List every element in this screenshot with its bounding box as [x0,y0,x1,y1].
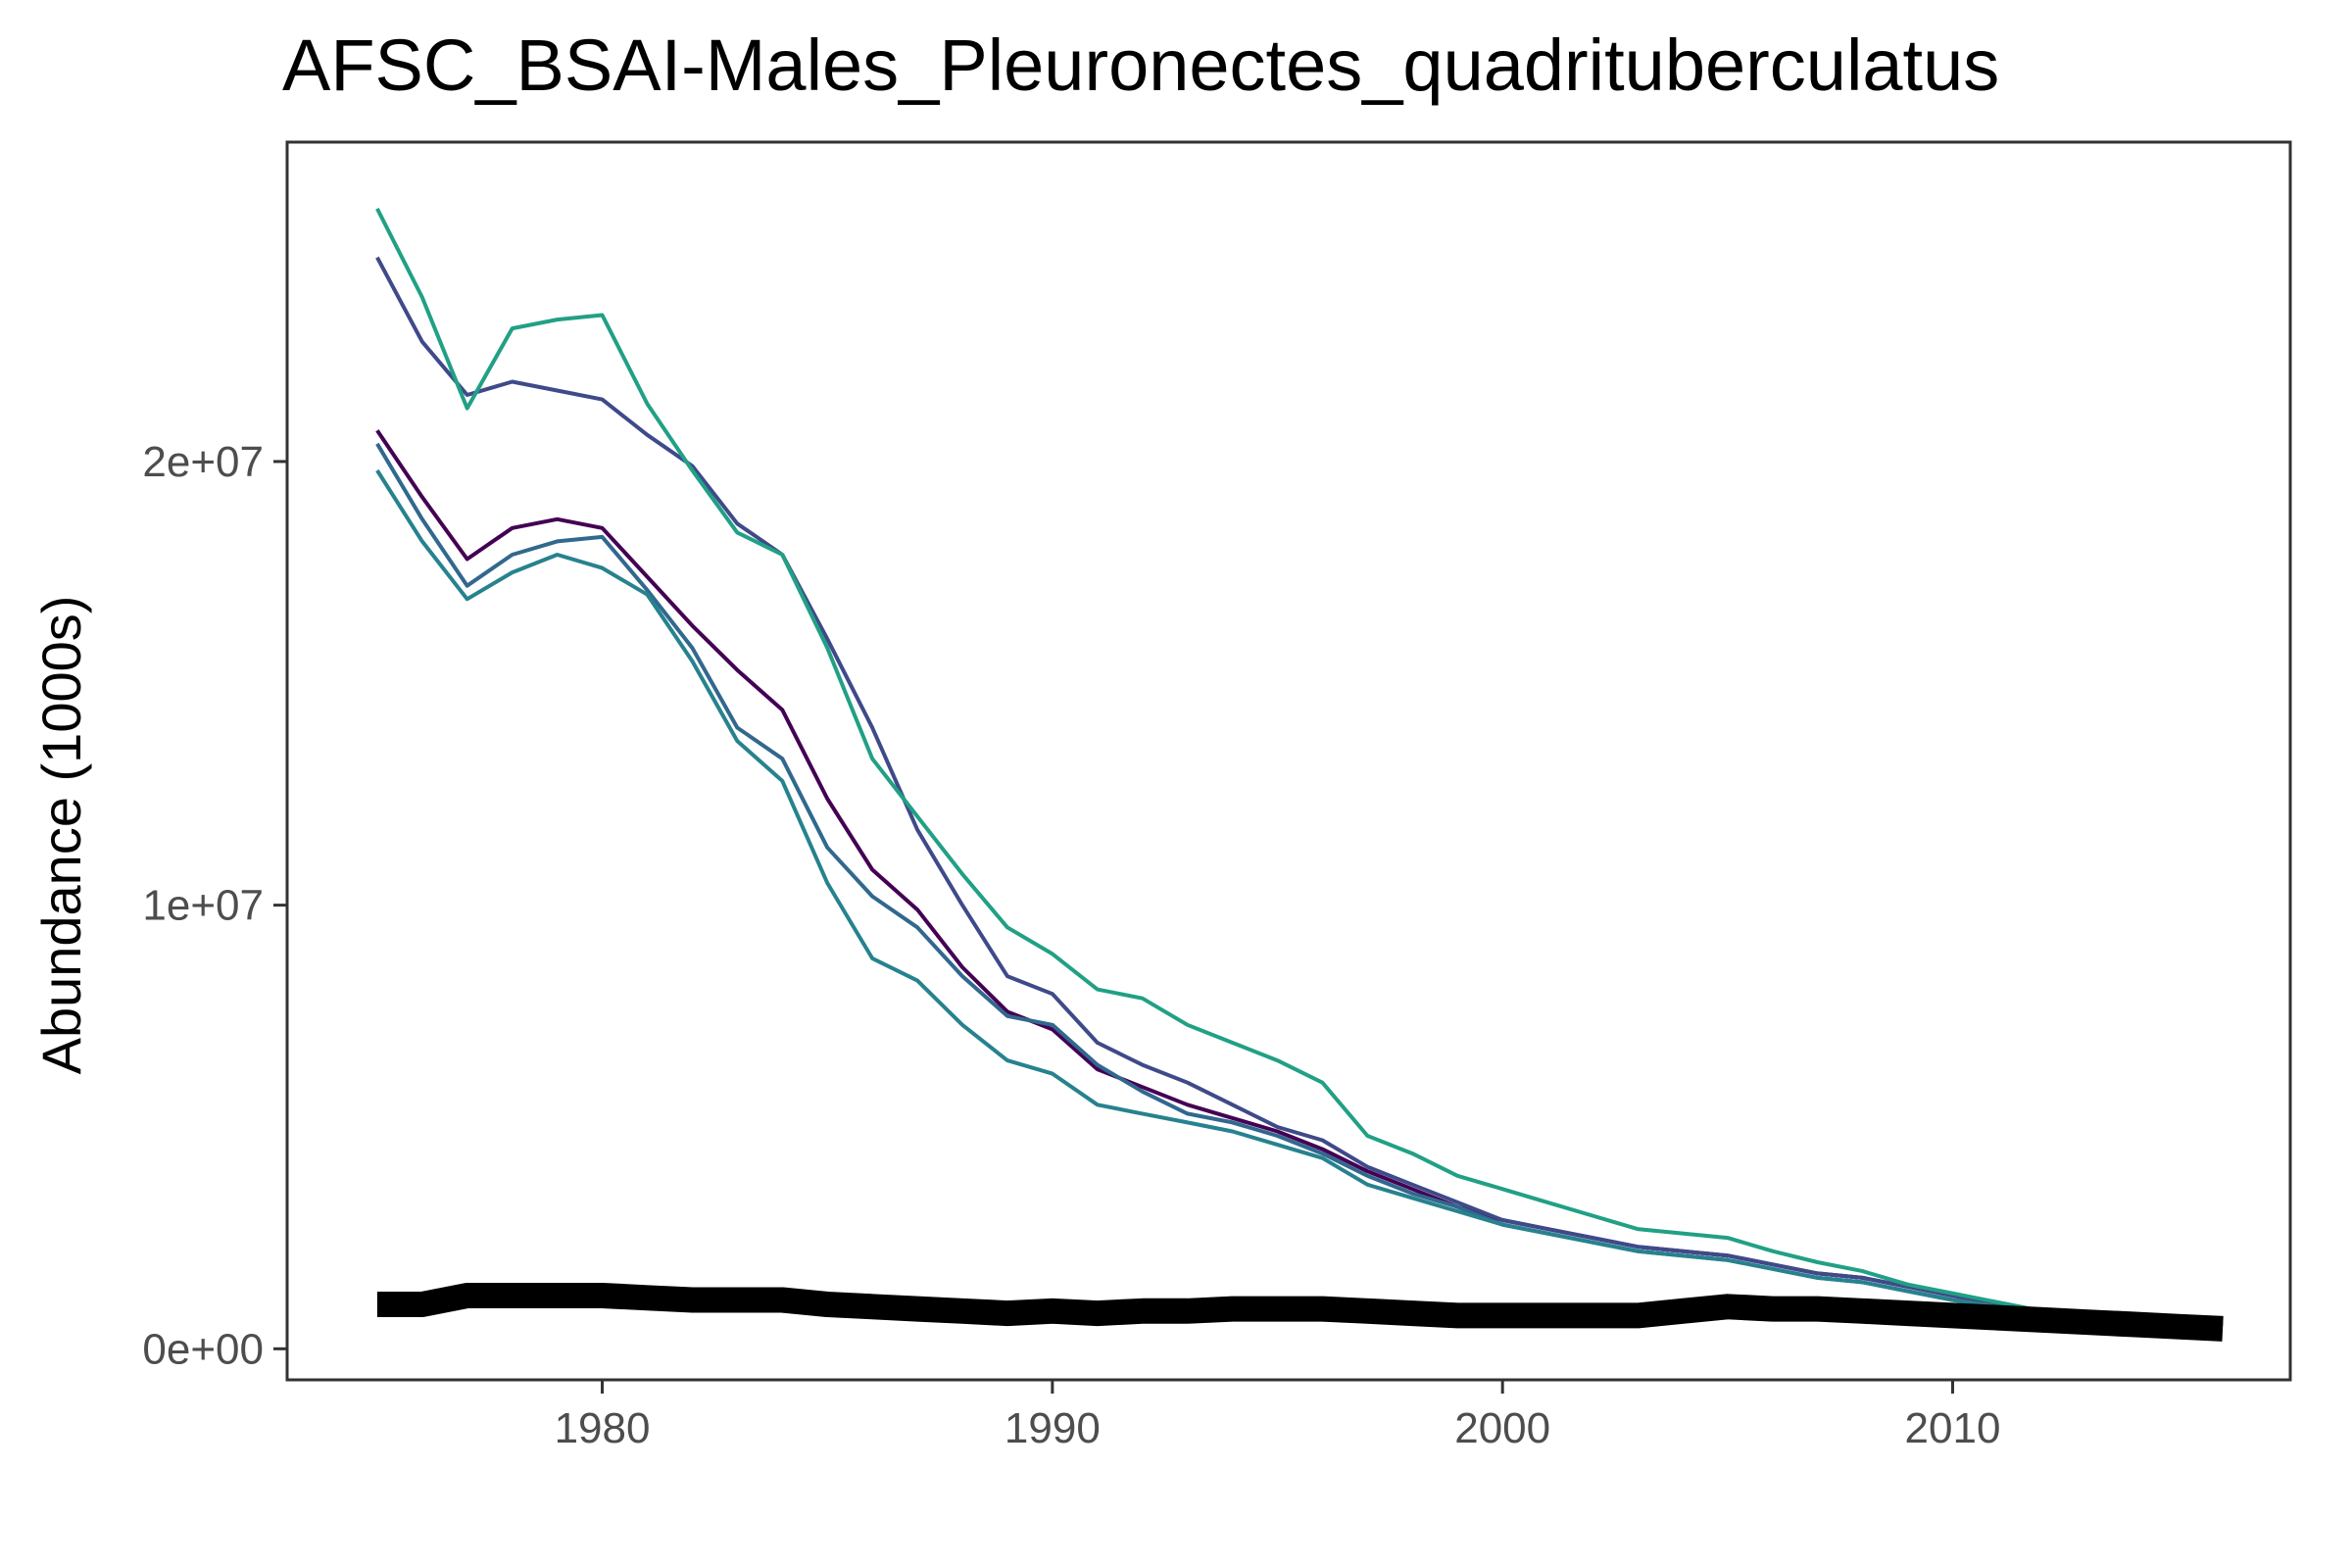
y-tick-label: 0e+00 [142,1325,264,1373]
series-line-2 [375,256,2224,1327]
y-tick-label: 2e+07 [142,438,264,486]
x-tick-label: 1980 [555,1404,651,1452]
series-line-5 [375,207,2224,1327]
x-tick-label: 1990 [1004,1404,1101,1452]
series-line-3 [375,442,2224,1327]
series-line-4 [375,468,2224,1327]
series-layer [375,207,2224,1342]
y-tick-label: 1e+07 [142,882,264,930]
series-line-6 [376,1283,2224,1342]
x-axis: 1980 1990 2000 2010 [555,1380,2001,1452]
chart-title: AFSC_BSAI-Males_Pleuronectes_quadrituber… [282,24,1999,106]
y-axis-label: Abundance (1000s) [30,596,92,1075]
plot-panel [285,140,2292,1382]
y-axis: 0e+00 1e+07 2e+07 [142,438,287,1373]
x-tick-label: 2010 [1905,1404,2001,1452]
series-line-1 [375,429,2224,1327]
x-tick-label: 2000 [1454,1404,1550,1452]
